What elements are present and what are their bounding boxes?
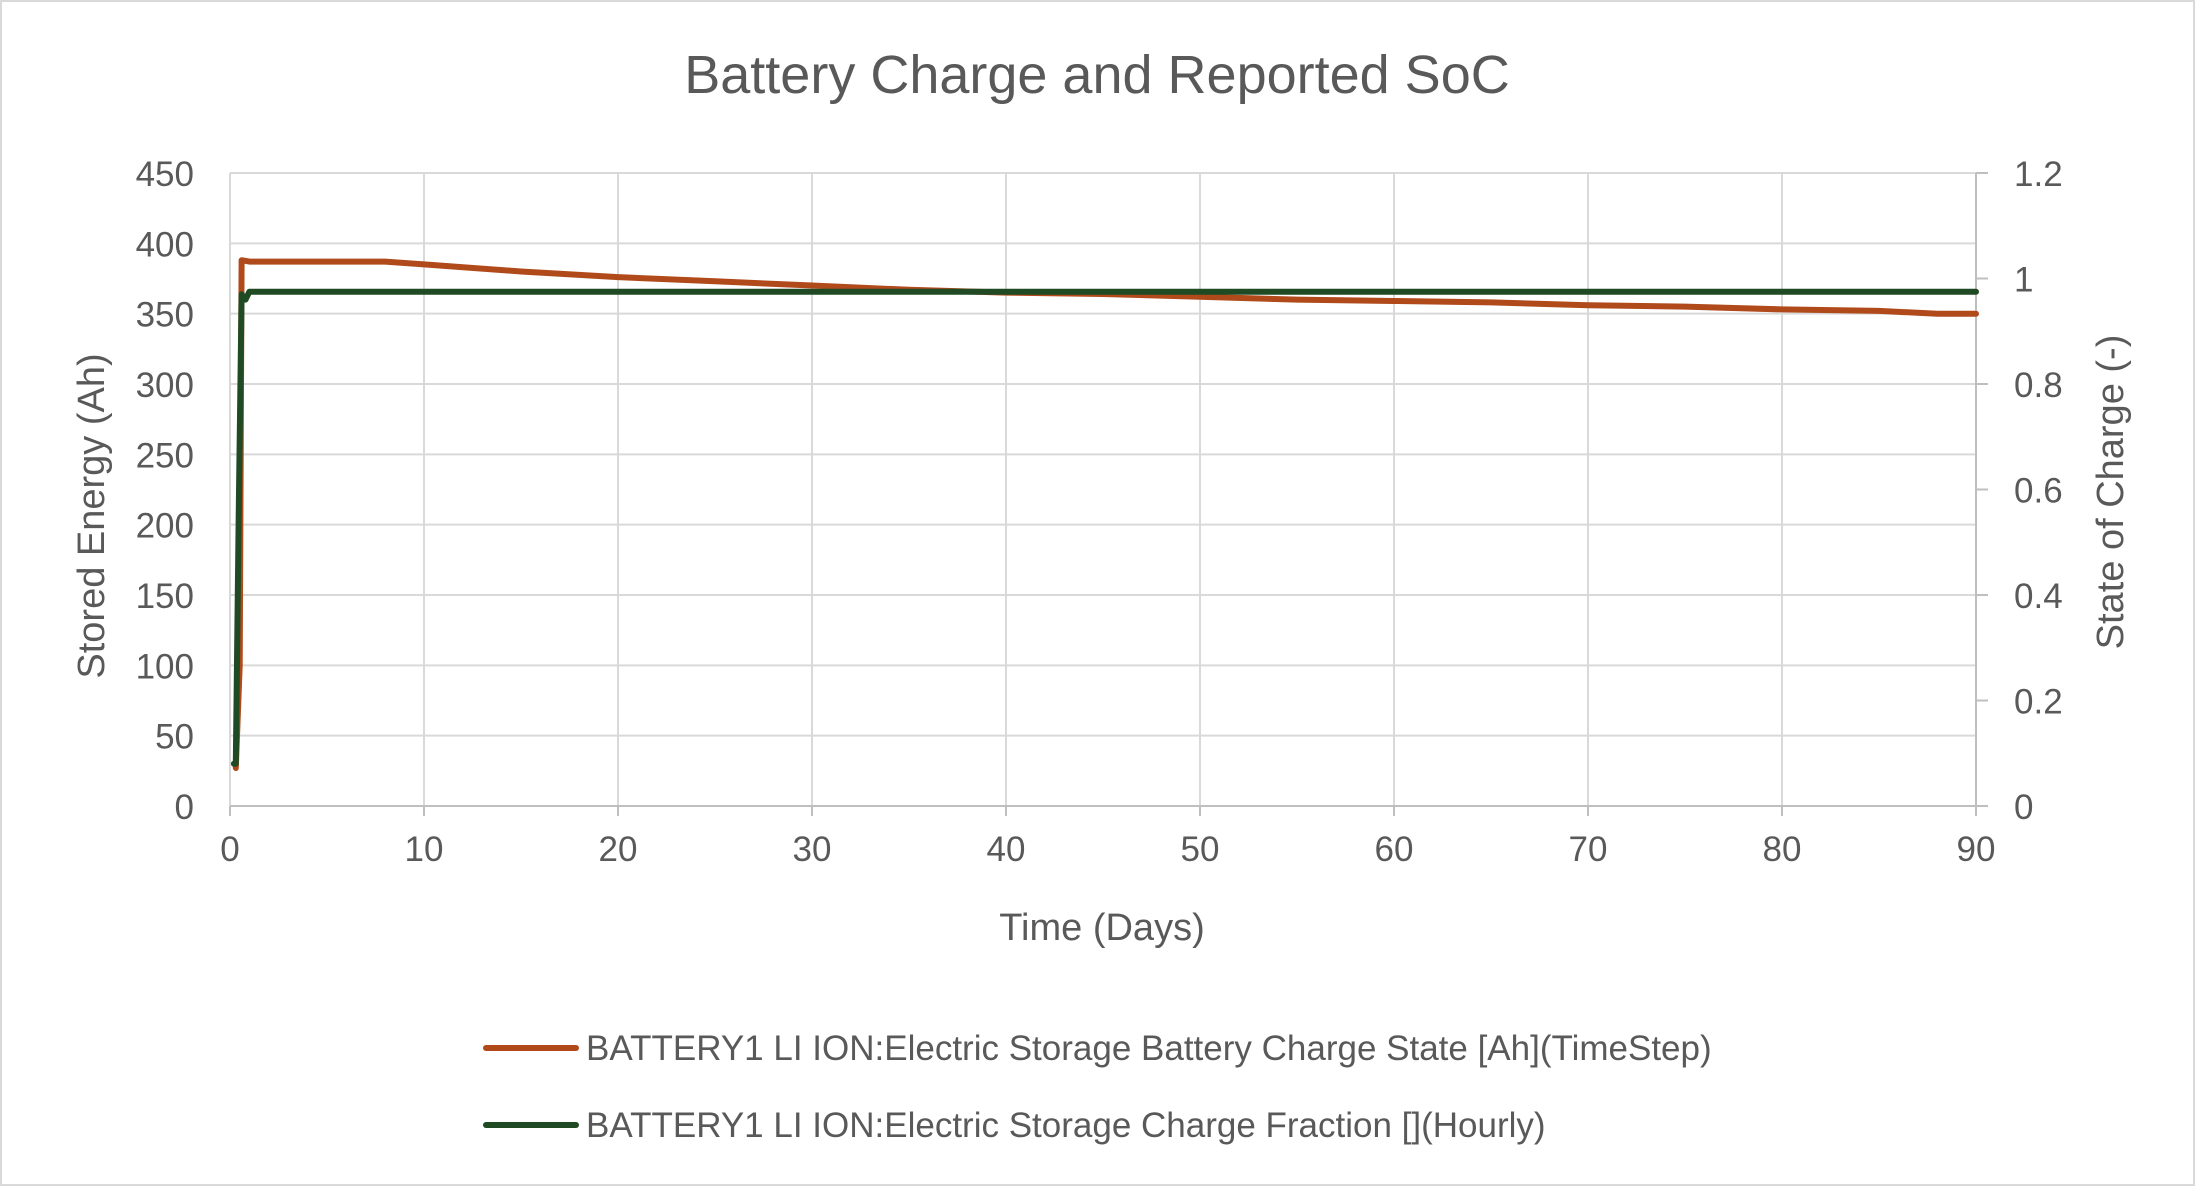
y-tick-label: 150 <box>136 577 194 616</box>
x-tick-label: 60 <box>1375 830 1414 869</box>
y2-tick-label: 0.2 <box>2014 683 2063 722</box>
legend-label-charge-state: BATTERY1 LI ION:Electric Storage Battery… <box>586 1029 1712 1068</box>
x-tick-label: 80 <box>1763 830 1802 869</box>
y-tick-label: 250 <box>136 436 194 475</box>
y-tick-label: 350 <box>136 296 194 335</box>
y2-axis-label: State of Charge (-) <box>2090 335 2132 650</box>
x-tick-label: 90 <box>1957 830 1996 869</box>
legend-label-charge-fraction: BATTERY1 LI ION:Electric Storage Charge … <box>586 1106 1546 1145</box>
series-lines <box>230 257 1979 771</box>
y2-tick-label: 0.6 <box>2014 472 2063 511</box>
series-line-charge-state <box>232 257 1979 771</box>
y2-tick-label: 1 <box>2014 261 2033 300</box>
y-tick-label: 450 <box>136 155 194 194</box>
legend: BATTERY1 LI ION:Electric Storage Battery… <box>483 1029 1712 1145</box>
x-tick-label: 50 <box>1181 830 1220 869</box>
y2-tick-label: 0.4 <box>2014 577 2063 616</box>
y-tick-label: 400 <box>136 225 194 264</box>
x-tick-label: 30 <box>793 830 832 869</box>
y-tick-label: 100 <box>136 647 194 686</box>
series-line-charge-fraction <box>230 288 1979 767</box>
x-tick-label: 0 <box>220 830 239 869</box>
x-axis-label: Time (Days) <box>999 907 1204 949</box>
y-tick-label: 0 <box>175 788 194 827</box>
y2-tick-label: 0 <box>2014 788 2033 827</box>
y2-tick-label: 0.8 <box>2014 366 2063 405</box>
chart-title: Battery Charge and Reported SoC <box>684 45 1509 105</box>
y-axis-label: Stored Energy (Ah) <box>71 353 113 678</box>
y-tick-label: 200 <box>136 507 194 546</box>
x-tick-label: 20 <box>599 830 638 869</box>
y2-tick-label: 1.2 <box>2014 155 2063 194</box>
axes <box>229 172 1988 816</box>
x-tick-label: 40 <box>987 830 1026 869</box>
grid-lines <box>229 172 1977 807</box>
y-tick-label: 50 <box>155 718 194 757</box>
x-tick-label: 70 <box>1569 830 1608 869</box>
y-tick-label: 300 <box>136 366 194 405</box>
x-tick-label: 10 <box>405 830 444 869</box>
